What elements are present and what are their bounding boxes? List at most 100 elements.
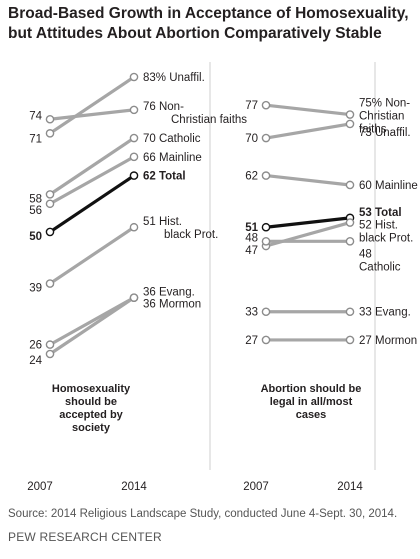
abortion-non-christian-faiths-line bbox=[264, 103, 352, 117]
abortion-hist-black-prot-label-line-2: black Prot. bbox=[359, 233, 413, 245]
homosexuality-total-line bbox=[48, 173, 136, 234]
abortion-mormon-label-2007: 27 bbox=[245, 335, 258, 347]
abortion-mormon-point-2007 bbox=[261, 335, 271, 345]
abortion-caption-line-1: Abortion should be bbox=[261, 383, 362, 395]
homosexuality-non-christian-faiths-point-2014 bbox=[129, 105, 139, 115]
abortion-mormon-label-2014: 27 Mormon bbox=[359, 335, 417, 347]
homosexuality-catholic-point-2007 bbox=[45, 190, 55, 199]
homosexuality-unaffil-label-2014: 83% Unaffil. bbox=[143, 72, 205, 84]
homosexuality-non-christian-faiths-label-line-2: Christian faiths bbox=[171, 114, 247, 126]
abortion-mainline-line bbox=[264, 173, 352, 187]
abortion-hist-black-prot-label-2007: 47 bbox=[245, 245, 258, 257]
abortion-non-christian-faiths-label-2007: 77 bbox=[245, 100, 258, 112]
abortion-caption-line-3: cases bbox=[296, 409, 327, 421]
homosexuality-mormon-label-2014: 36 Mormon bbox=[143, 299, 201, 311]
homosexuality-non-christian-faiths-label-2014: 76 Non-Christian faiths bbox=[143, 101, 247, 126]
homosexuality-unaffil-label-2007: 71 bbox=[29, 133, 42, 145]
abortion-unaffil-line bbox=[264, 122, 352, 140]
abortion-total-label-2007: 51 bbox=[245, 222, 258, 234]
abortion-total-point-2007 bbox=[261, 222, 271, 232]
homosexuality-mainline-label-2007: 56 bbox=[29, 205, 42, 217]
abortion-catholic-point-2014 bbox=[345, 237, 355, 246]
abortion-unaffil-label-2014: 73 Unaffil. bbox=[359, 127, 411, 139]
organization-name: PEW RESEARCH CENTER bbox=[8, 530, 162, 544]
homosexuality-unaffil-line bbox=[48, 75, 136, 135]
abortion-evang-point-2014 bbox=[345, 307, 355, 317]
homosexuality-mormon-label-2007: 24 bbox=[29, 355, 42, 367]
homosexuality-hist-black-prot-point-2014 bbox=[129, 222, 139, 232]
homosexuality-x-label-2014: 2014 bbox=[121, 481, 147, 493]
abortion-mainline-point-2007 bbox=[261, 171, 271, 180]
homosexuality-hist-black-prot-label-line-2: black Prot. bbox=[164, 229, 218, 241]
abortion-hist-black-prot-label-line-1: 52 Hist. bbox=[359, 220, 398, 232]
abortion-evang-label-2014: 33 Evang. bbox=[359, 307, 411, 319]
abortion-non-christian-faiths-point-2007 bbox=[261, 100, 271, 110]
homosexuality-evang-label-2014: 36 Evang. bbox=[143, 287, 195, 299]
abortion-catholic-label-line-2: Catholic bbox=[359, 261, 401, 273]
homosexuality-evang-point-2007 bbox=[45, 340, 55, 349]
abortion-x-label-2007: 2007 bbox=[243, 481, 269, 493]
abortion-mainline-label-2014: 60 Mainline bbox=[359, 180, 418, 192]
homosexuality-total-label-2007: 50 bbox=[29, 231, 42, 243]
homosexuality-caption-line-1: Homosexuality bbox=[52, 383, 131, 395]
abortion-unaffil-label-2007: 70 bbox=[245, 133, 258, 145]
abortion-catholic-label-2007: 48 bbox=[245, 232, 258, 244]
abortion-x-label-2014: 2014 bbox=[337, 481, 363, 493]
abortion-mainline-label-2007: 62 bbox=[245, 171, 258, 183]
abortion-unaffil-point-2014 bbox=[345, 119, 355, 129]
homosexuality-hist-black-prot-label-2014: 51 Hist. black Prot. bbox=[143, 216, 218, 241]
homosexuality-unaffil-point-2014 bbox=[129, 72, 139, 82]
homosexuality-catholic-label-2007: 58 bbox=[29, 193, 42, 205]
homosexuality-caption-line-2: should be bbox=[65, 396, 117, 408]
abortion-mormon-point-2014 bbox=[345, 335, 355, 345]
homosexuality-total-point-2007 bbox=[45, 227, 55, 237]
homosexuality-non-christian-faiths-line bbox=[48, 108, 136, 121]
homosexuality-hist-black-prot-line bbox=[48, 225, 136, 286]
abortion-catholic-label-2014: 48 Catholic bbox=[359, 248, 401, 273]
abortion-hist-black-prot-label-2014: 52 Hist. black Prot. bbox=[359, 220, 413, 245]
homosexuality-hist-black-prot-label-line-1: 51 Hist. bbox=[143, 216, 182, 228]
abortion-catholic-label-line-1: 48 bbox=[359, 248, 372, 260]
homosexuality-unaffil-point-2007 bbox=[45, 129, 55, 138]
homosexuality-non-christian-faiths-label-2007: 74 bbox=[29, 110, 42, 122]
abortion-total-line bbox=[264, 216, 352, 229]
homosexuality-mainline-point-2014 bbox=[129, 152, 139, 162]
homosexuality-x-label-2007: 2007 bbox=[27, 481, 53, 493]
homosexuality-non-christian-faiths-point-2007 bbox=[45, 114, 55, 124]
abortion-evang-point-2007 bbox=[261, 307, 271, 317]
abortion-non-christian-faiths-label-line-1: 75% Non- bbox=[359, 98, 410, 110]
abortion-unaffil-point-2007 bbox=[261, 133, 271, 143]
abortion-non-christian-faiths-label-line-3: faiths bbox=[359, 124, 387, 136]
homosexuality-hist-black-prot-point-2007 bbox=[45, 279, 55, 288]
homosexuality-total-label-2014: 62 Total bbox=[143, 171, 186, 183]
abortion-non-christian-faiths-label-2014: 75% Non-Christian faiths bbox=[359, 98, 410, 136]
homosexuality-mormon-point-2014 bbox=[129, 293, 139, 302]
abortion-caption-line-2: legal in all/most bbox=[270, 396, 353, 408]
abortion-non-christian-faiths-label-line-2: Christian bbox=[359, 111, 404, 123]
abortion-total-label-2014: 53 Total bbox=[359, 207, 402, 219]
homosexuality-non-christian-faiths-label-line-1: 76 Non- bbox=[143, 101, 184, 113]
abortion-hist-black-prot-point-2014 bbox=[345, 218, 355, 227]
homosexuality-mormon-point-2007 bbox=[45, 349, 55, 359]
homosexuality-mainline-label-2014: 66 Mainline bbox=[143, 152, 202, 164]
homosexuality-mormon-line bbox=[48, 296, 136, 356]
homosexuality-mainline-point-2007 bbox=[45, 199, 55, 209]
title-line-2: but Attitudes About Abortion Comparative… bbox=[8, 25, 382, 42]
abortion-evang-label-2007: 33 bbox=[245, 307, 258, 319]
abortion-catholic-point-2007 bbox=[261, 237, 271, 246]
homosexuality-evang-label-2007: 26 bbox=[29, 340, 42, 352]
homosexuality-caption-line-3: accepted by bbox=[59, 409, 123, 421]
homosexuality-hist-black-prot-label-2007: 39 bbox=[29, 283, 42, 295]
source-note: Source: 2014 Religious Landscape Study, … bbox=[8, 508, 398, 520]
homosexuality-catholic-line bbox=[48, 136, 136, 196]
abortion-mainline-point-2014 bbox=[345, 180, 355, 190]
title-line-1: Broad-Based Growth in Acceptance of Homo… bbox=[8, 5, 409, 22]
homosexuality-caption-line-4: society bbox=[72, 422, 111, 434]
homosexuality-catholic-point-2014 bbox=[129, 133, 139, 143]
homosexuality-total-point-2014 bbox=[129, 171, 139, 180]
homosexuality-mainline-line bbox=[48, 155, 136, 206]
homosexuality-catholic-label-2014: 70 Catholic bbox=[143, 133, 201, 145]
abortion-non-christian-faiths-point-2014 bbox=[345, 110, 355, 119]
chart-title: Broad-Based Growth in Acceptance of Homo… bbox=[8, 4, 418, 44]
